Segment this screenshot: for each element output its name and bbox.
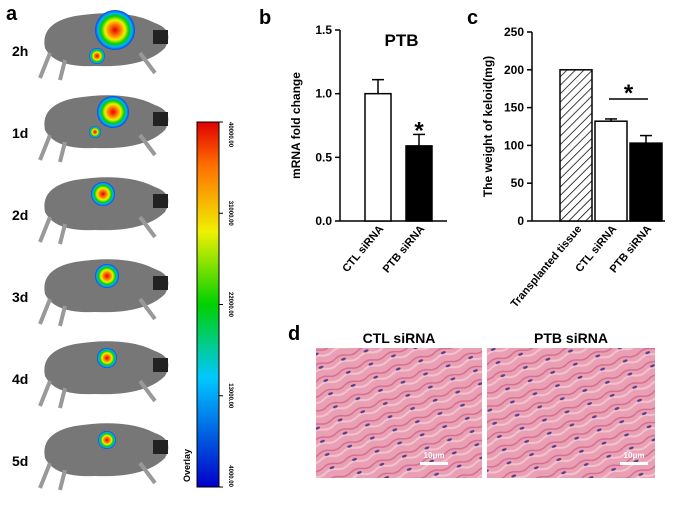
colorbar-tick-label: 40000.00 <box>227 122 233 148</box>
y-tick-label: 100 <box>504 138 524 152</box>
histology-title: PTB siRNA <box>534 330 608 346</box>
scale-bar-label: 10μm <box>424 451 445 460</box>
y-tick-label: 1.5 <box>315 23 332 37</box>
time-label: 3d <box>12 289 28 305</box>
mouse-image <box>38 95 169 163</box>
mouse-image <box>38 259 169 327</box>
y-tick-label: 1.0 <box>315 87 332 101</box>
time-label: 2h <box>12 43 28 59</box>
signal <box>91 182 115 206</box>
colorbar <box>196 121 220 488</box>
bar <box>629 142 663 222</box>
histology-panel: 10μm 10μm CTL siRNA PTB siRNA <box>316 330 655 478</box>
mouse-tail <box>153 358 168 372</box>
scale-bar <box>420 462 448 465</box>
time-label: 2d <box>12 207 28 223</box>
x-tick-label: CTL siRNA <box>340 223 386 275</box>
signal <box>95 10 135 50</box>
mouse-leg <box>38 461 157 491</box>
mouse-tail <box>153 440 168 454</box>
mouse-leg <box>38 215 157 245</box>
panel-label: c <box>467 7 478 29</box>
bar <box>405 145 433 222</box>
signal <box>98 431 116 449</box>
mouse-image <box>38 10 169 81</box>
mouse-tail <box>153 194 168 208</box>
histology-image <box>316 348 482 478</box>
colorbar-tick-label: 4000.00 <box>227 465 233 487</box>
panel-label: a <box>6 3 18 25</box>
y-tick-label: 0.0 <box>315 214 332 228</box>
mouse-tail <box>153 112 168 126</box>
histology-title: CTL siRNA <box>363 330 436 346</box>
time-label: 5d <box>12 453 28 469</box>
mouse-tail <box>153 30 168 44</box>
colorbar-tick-label: 31000.00 <box>227 201 233 227</box>
mouse-tail <box>153 276 168 290</box>
mouse-image <box>38 341 169 409</box>
scale-bar <box>620 462 648 465</box>
time-label: 4d <box>12 371 28 387</box>
signal <box>97 96 129 128</box>
histology-image <box>487 348 655 478</box>
bar <box>364 92 392 222</box>
significance: * <box>624 80 634 107</box>
colorbar-tick-label: 13000.00 <box>227 383 233 409</box>
mouse-image <box>38 177 169 245</box>
y-tick-label: 0.5 <box>315 150 332 164</box>
mouse-leg <box>38 133 157 163</box>
signal <box>89 48 105 64</box>
y-axis-label: The weight of keloid(mg) <box>481 56 495 197</box>
significance: * <box>414 117 424 144</box>
mouse-leg <box>38 379 157 409</box>
signal <box>89 126 101 138</box>
y-axis-label: mRNA fold change <box>289 72 303 179</box>
colorbar-tick-label: 22000.00 <box>227 292 233 318</box>
time-label: 1d <box>12 125 28 141</box>
panel-label: d <box>288 323 300 345</box>
bar <box>559 69 593 222</box>
mouse-body <box>44 423 169 477</box>
panel-label: b <box>259 7 271 29</box>
y-tick-label: 0 <box>517 214 524 228</box>
scale-bar-label: 10μm <box>624 451 645 460</box>
y-tick-label: 150 <box>504 101 524 115</box>
bar <box>594 120 628 222</box>
y-tick-label: 50 <box>511 176 525 190</box>
y-tick-label: 250 <box>504 25 524 39</box>
mouse-image <box>38 423 169 491</box>
y-tick-label: 200 <box>504 63 524 77</box>
signal <box>95 264 119 288</box>
mouse-leg <box>38 51 157 81</box>
chart-title: PTB <box>385 31 419 50</box>
x-tick-label: PTB siRNA <box>381 223 428 275</box>
mouse-leg <box>38 297 157 327</box>
signal <box>97 348 117 368</box>
colorbar-label: Overlay <box>182 449 192 482</box>
